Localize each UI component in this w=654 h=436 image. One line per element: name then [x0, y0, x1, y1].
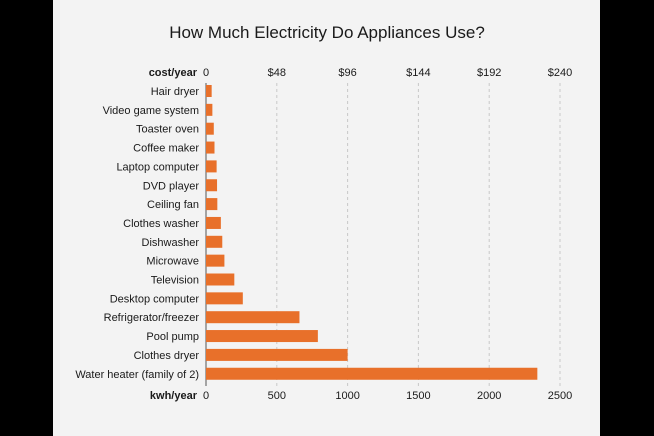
- category-label: Dishwasher: [142, 237, 200, 249]
- bar: [206, 273, 235, 286]
- category-label: Coffee maker: [133, 143, 199, 155]
- bar: [206, 367, 538, 380]
- category-labels: Hair dryer Video game system Toaster oven C…: [75, 86, 199, 381]
- top-tick-label: $48: [268, 67, 286, 79]
- bar: [206, 216, 221, 229]
- bar: [206, 160, 217, 173]
- bar: [206, 311, 300, 324]
- category-label: Refrigerator/freezer: [104, 312, 200, 324]
- top-tick-label: $144: [406, 67, 430, 79]
- category-label: Microwave: [146, 256, 199, 268]
- bottom-axis-label: kwh/year: [150, 390, 198, 402]
- bars: [206, 85, 538, 380]
- category-label: DVD player: [143, 180, 200, 192]
- category-label: Desktop computer: [110, 293, 200, 305]
- top-tick-label: $240: [548, 67, 572, 79]
- top-axis-label: cost/year: [149, 67, 198, 79]
- chart: How Much Electricity Do Appliances Use? …: [75, 23, 572, 402]
- bottom-tick-label: 500: [268, 390, 286, 402]
- bar: [206, 141, 215, 154]
- top-tick-label: $192: [477, 67, 501, 79]
- bar: [206, 198, 218, 211]
- bar: [206, 348, 348, 361]
- bottom-tick-label: 1000: [335, 390, 359, 402]
- category-label: Toaster oven: [136, 124, 199, 136]
- bar: [206, 179, 218, 192]
- bottom-tick-label: 1500: [406, 390, 430, 402]
- top-tick-label: 0: [203, 67, 209, 79]
- bottom-tick-labels: 0 500 1000 1500 2000 2500: [203, 390, 572, 402]
- bottom-tick-label: 2500: [548, 390, 572, 402]
- chart-title: How Much Electricity Do Appliances Use?: [169, 23, 485, 42]
- category-label: Clothes dryer: [134, 350, 200, 362]
- category-label: Pool pump: [146, 331, 199, 343]
- category-label: Water heater (family of 2): [75, 369, 199, 381]
- category-label: Laptop computer: [116, 161, 199, 173]
- bar: [206, 292, 243, 305]
- top-tick-labels: 0 $48 $96 $144 $192 $240: [203, 67, 572, 79]
- bottom-tick-label: 2000: [477, 390, 501, 402]
- bottom-tick-label: 0: [203, 390, 209, 402]
- top-tick-label: $96: [338, 67, 356, 79]
- category-label: Ceiling fan: [147, 199, 199, 211]
- bar: [206, 103, 213, 116]
- bar: [206, 254, 225, 267]
- category-label: Video game system: [103, 105, 199, 117]
- bar: [206, 122, 214, 135]
- bar: [206, 330, 318, 343]
- bar: [206, 235, 223, 248]
- category-label: Hair dryer: [151, 86, 200, 98]
- category-label: Television: [151, 275, 199, 287]
- chart-frame: How Much Electricity Do Appliances Use? …: [53, 0, 600, 436]
- bar: [206, 85, 212, 97]
- category-label: Clothes washer: [123, 218, 199, 230]
